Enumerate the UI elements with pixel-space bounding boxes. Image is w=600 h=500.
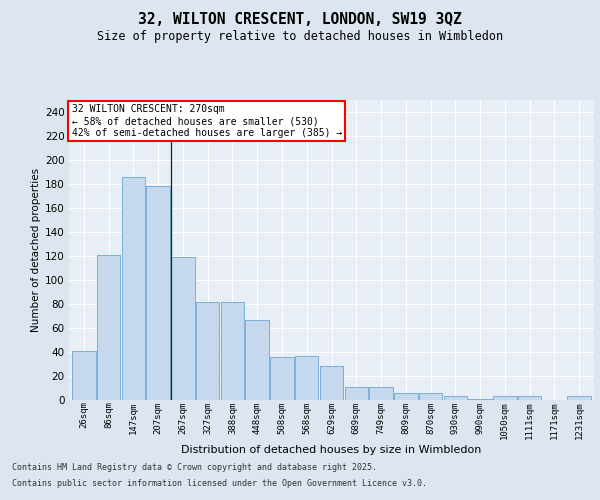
- Text: Contains public sector information licensed under the Open Government Licence v3: Contains public sector information licen…: [12, 478, 427, 488]
- Text: Size of property relative to detached houses in Wimbledon: Size of property relative to detached ho…: [97, 30, 503, 43]
- Text: Contains HM Land Registry data © Crown copyright and database right 2025.: Contains HM Land Registry data © Crown c…: [12, 464, 377, 472]
- Text: 32, WILTON CRESCENT, LONDON, SW19 3QZ: 32, WILTON CRESCENT, LONDON, SW19 3QZ: [138, 12, 462, 28]
- Bar: [270, 357, 294, 400]
- Bar: [493, 396, 517, 400]
- Text: 32 WILTON CRESCENT: 270sqm
← 58% of detached houses are smaller (530)
42% of sem: 32 WILTON CRESCENT: 270sqm ← 58% of deta…: [71, 104, 342, 138]
- Bar: [394, 393, 418, 400]
- X-axis label: Distribution of detached houses by size in Wimbledon: Distribution of detached houses by size …: [181, 444, 482, 454]
- Bar: [171, 257, 194, 400]
- Bar: [443, 396, 467, 400]
- Bar: [295, 356, 319, 400]
- Bar: [221, 302, 244, 400]
- Bar: [518, 396, 541, 400]
- Bar: [196, 302, 220, 400]
- Y-axis label: Number of detached properties: Number of detached properties: [31, 168, 41, 332]
- Bar: [568, 396, 591, 400]
- Bar: [419, 393, 442, 400]
- Bar: [72, 351, 95, 400]
- Bar: [369, 387, 393, 400]
- Bar: [320, 366, 343, 400]
- Bar: [97, 255, 121, 400]
- Bar: [122, 177, 145, 400]
- Bar: [146, 186, 170, 400]
- Bar: [344, 387, 368, 400]
- Bar: [245, 320, 269, 400]
- Bar: [469, 399, 492, 400]
